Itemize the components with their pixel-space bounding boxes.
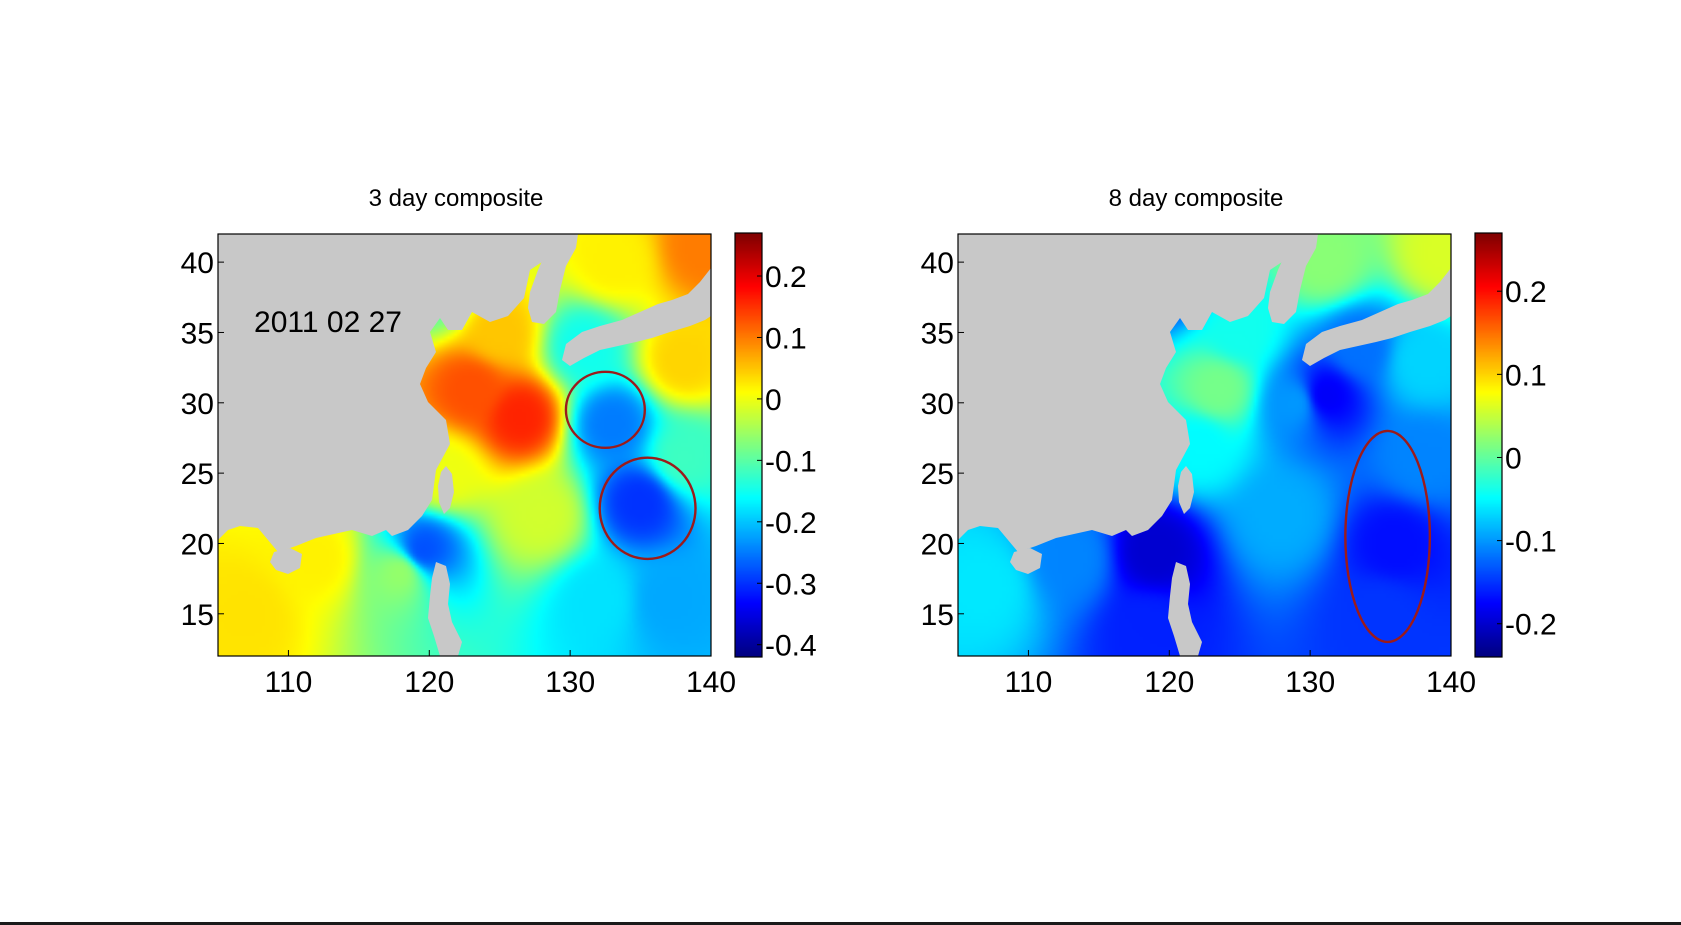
shandong-peninsula: [410, 284, 462, 306]
colorbar-tick-label: 0: [1505, 442, 1522, 475]
colorbar-frame-3-day: [734, 232, 763, 658]
colorbar-tick-label: 0.1: [765, 322, 807, 355]
y-tick-label: 30: [921, 388, 954, 421]
highlight-ellipse-8-day: [1344, 429, 1432, 644]
hainan: [270, 548, 302, 574]
korean-peninsula: [1268, 234, 1318, 324]
y-axis-3-day: 15 20 25 30 35 40: [181, 247, 224, 632]
philippines-luzon: [1168, 562, 1202, 656]
colorbar-tick-label: 0.1: [1505, 359, 1547, 392]
y-tick-label: 30: [181, 388, 214, 421]
x-axis-8-day: 110 120 130 140: [1005, 650, 1476, 699]
y-tick-label: 40: [181, 247, 214, 280]
japan: [1302, 268, 1451, 366]
x-tick-label: 140: [1426, 666, 1476, 699]
bottom-border: [0, 922, 1681, 925]
taiwan: [438, 466, 454, 514]
y-tick-label: 25: [181, 458, 214, 491]
highlight-circle: [564, 370, 646, 450]
hainan: [1010, 548, 1042, 574]
colorbar-tick-label: -0.1: [765, 445, 817, 478]
x-axis-3-day: 110 120 130 140: [265, 650, 736, 699]
y-tick-label: 20: [921, 528, 954, 561]
highlight-ellipse: [1344, 429, 1432, 644]
plot-frame-3-day: [217, 233, 712, 657]
x-tick-label: 140: [686, 666, 736, 699]
map-plot-area-8-day: [957, 233, 1452, 657]
colorbar-tick-label: 0.2: [765, 261, 807, 294]
x-tick-label: 130: [1285, 666, 1335, 699]
x-tick-label: 110: [1005, 666, 1053, 699]
colorbar-tick-label: -0.3: [765, 568, 817, 601]
colorbar-8-day: 0.2 0.1 0 -0.1 -0.2: [1474, 232, 1557, 658]
colorbar-tick-label: 0: [765, 384, 782, 417]
y-tick-label: 35: [181, 317, 214, 350]
panel-title-3-day: 3 day composite: [369, 185, 544, 212]
taiwan: [1178, 466, 1194, 514]
y-tick-label: 20: [181, 528, 214, 561]
x-tick-label: 120: [1144, 666, 1194, 699]
y-axis-8-day: 15 20 25 30 35 40: [921, 247, 964, 632]
shandong-peninsula: [1150, 284, 1202, 306]
colorbar-tick-label: -0.2: [765, 507, 817, 540]
asian-mainland: [218, 234, 555, 552]
colorbar-tick-label: 0.2: [1505, 276, 1547, 309]
colorbar-gradient-8-day: [1475, 233, 1502, 657]
y-tick-label: 35: [921, 317, 954, 350]
x-tick-label: 110: [265, 666, 313, 699]
panel-3-day: 3 day composite 2011 02 27 110 120 130 140 …: [181, 185, 817, 699]
colorbar-3-day: 0.2 0.1 0 -0.1 -0.2 -0.3 -0.4: [734, 232, 817, 663]
highlight-circles-3-day: [564, 370, 697, 561]
philippines-luzon: [428, 562, 462, 656]
colorbar-ticks-8-day: 0.2 0.1 0 -0.1 -0.2: [1497, 276, 1557, 642]
land-mask-3-day: [218, 234, 711, 656]
japan: [562, 268, 711, 366]
date-label: 2011 02 27: [254, 306, 402, 339]
colorbar-gradient-3-day: [735, 233, 762, 657]
colorbar-tick-label: -0.2: [1505, 609, 1557, 642]
plot-frame-8-day: [957, 233, 1452, 657]
y-tick-label: 15: [921, 599, 954, 632]
colorbar-ticks-3-day: 0.2 0.1 0 -0.1 -0.2 -0.3 -0.4: [757, 261, 817, 663]
panel-title-8-day: 8 day composite: [1109, 185, 1284, 212]
map-plot-area-3-day: [217, 233, 712, 657]
colorbar-tick-label: -0.4: [765, 630, 817, 663]
land-mask-8-day: [958, 234, 1451, 656]
colorbar-tick-label: -0.1: [1505, 526, 1557, 559]
x-tick-label: 120: [404, 666, 454, 699]
colorbar-frame-8-day: [1474, 232, 1503, 658]
highlight-circle: [598, 456, 697, 561]
asian-mainland: [958, 234, 1295, 552]
korean-peninsula: [528, 234, 578, 324]
y-tick-label: 15: [181, 599, 214, 632]
y-tick-label: 40: [921, 247, 954, 280]
y-tick-label: 25: [921, 458, 954, 491]
x-tick-label: 130: [545, 666, 595, 699]
panel-8-day: 8 day composite 110 120 130 140 15 20 25 30 35 4…: [921, 185, 1557, 699]
